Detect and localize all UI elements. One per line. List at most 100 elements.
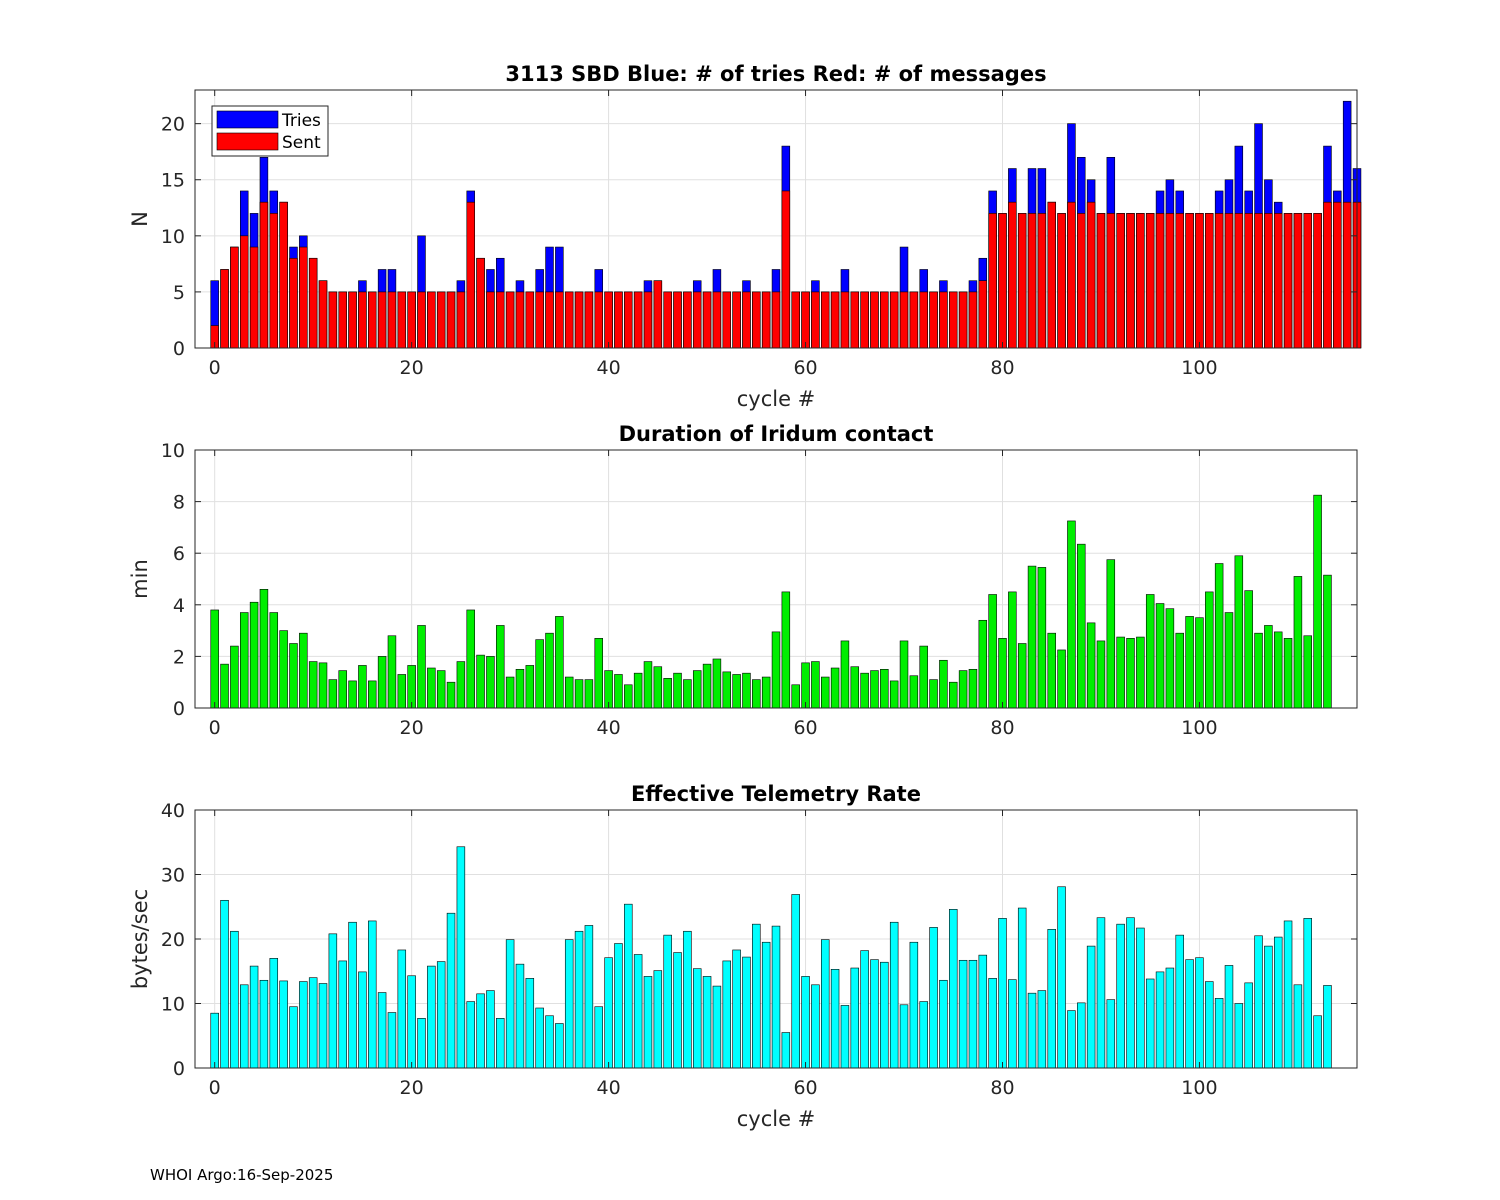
- bar: [535, 639, 544, 709]
- bar: [958, 959, 968, 1069]
- y-tick-label: 10: [161, 994, 185, 1016]
- bar: [752, 923, 761, 1069]
- bar-sent: [604, 291, 613, 349]
- bar: [436, 961, 446, 1069]
- bar: [919, 645, 928, 709]
- bar-sent: [1323, 201, 1332, 349]
- bar: [259, 979, 269, 1069]
- y-tick-label: 4: [173, 595, 185, 617]
- bar-sent: [1126, 213, 1135, 349]
- bar: [840, 1005, 850, 1069]
- bar: [880, 668, 889, 709]
- bar: [574, 930, 584, 1069]
- bar: [1165, 608, 1175, 709]
- bar-sent: [673, 291, 682, 349]
- x-tick-label: 40: [596, 717, 620, 739]
- footer-timestamp: WHOI Argo:16-Sep-2025: [150, 1166, 334, 1184]
- bar: [712, 985, 722, 1069]
- bar-sent: [239, 235, 249, 349]
- bar: [446, 681, 456, 709]
- bar: [1116, 923, 1125, 1069]
- x-tick-label: 100: [1181, 357, 1217, 379]
- bar: [978, 619, 988, 709]
- y-axis-label: min: [128, 559, 152, 599]
- bar-sent: [289, 257, 298, 349]
- bar-sent: [377, 291, 387, 349]
- bar: [230, 930, 239, 1069]
- bar: [299, 981, 308, 1069]
- bar: [683, 679, 692, 709]
- bar-sent: [1224, 213, 1234, 349]
- bar: [732, 949, 741, 1069]
- bar: [889, 680, 899, 709]
- bar: [486, 656, 495, 709]
- bar: [515, 963, 525, 1069]
- bar-sent: [1027, 213, 1037, 349]
- y-tick-label: 10: [161, 440, 185, 462]
- bar-sent: [1008, 201, 1017, 349]
- bar: [1273, 936, 1283, 1069]
- bar-sent: [456, 291, 466, 349]
- bar-sent: [584, 291, 594, 349]
- bar-sent: [722, 291, 732, 349]
- y-tick-label: 0: [173, 698, 185, 720]
- bar-sent: [663, 291, 672, 349]
- bar: [1185, 959, 1194, 1069]
- bar: [653, 970, 663, 1069]
- bar: [564, 939, 574, 1069]
- bar: [328, 933, 338, 1069]
- bar-sent: [427, 291, 436, 349]
- bar-sent: [880, 291, 889, 349]
- bar-sent: [496, 291, 505, 349]
- bar: [1254, 632, 1263, 709]
- y-tick-label: 10: [161, 226, 185, 248]
- bar-sent: [1185, 213, 1194, 349]
- bar: [239, 984, 249, 1069]
- bar-sent: [830, 291, 840, 349]
- bar: [417, 625, 426, 709]
- bar-sent: [752, 291, 761, 349]
- bar: [1234, 1003, 1244, 1069]
- bar-sent: [230, 246, 239, 349]
- bar: [436, 670, 446, 709]
- bar: [387, 1012, 397, 1069]
- chart-panel-3: 0 20 40 60 80 100 0 10 20 30 40 Effective Telemetry…: [128, 782, 1358, 1131]
- chart-panel-1: 0 20 40 60 80 100 0 5 10 15 20 3113 SBD Blue: # of …: [128, 62, 1362, 411]
- bar-sent: [1067, 201, 1076, 349]
- bar: [830, 969, 840, 1069]
- bar-sent: [368, 291, 377, 349]
- bar-sent: [909, 291, 919, 349]
- x-tick-label: 40: [596, 357, 620, 379]
- bar-sent: [387, 291, 397, 349]
- bar-sent: [1205, 213, 1214, 349]
- bar: [1126, 638, 1135, 709]
- bar-sent: [1017, 213, 1027, 349]
- bar: [614, 674, 623, 709]
- bar: [1264, 945, 1273, 1069]
- bar: [614, 943, 623, 1069]
- legend-label-sent: Sent: [282, 133, 321, 153]
- bar: [505, 939, 515, 1069]
- bar: [860, 672, 869, 709]
- bar: [761, 941, 771, 1069]
- bar: [289, 1006, 298, 1069]
- bar: [594, 638, 603, 709]
- y-axis-label: bytes/sec: [128, 889, 152, 989]
- bar: [1293, 576, 1303, 709]
- bar: [722, 671, 732, 709]
- bar-sent: [525, 291, 535, 349]
- bar: [1244, 590, 1253, 709]
- bar-sent: [899, 291, 909, 349]
- bar-sent: [624, 291, 633, 349]
- bar: [752, 679, 761, 709]
- bar-sent: [820, 291, 830, 349]
- bar-sent: [702, 291, 712, 349]
- bar-sent: [1096, 213, 1106, 349]
- bar: [279, 980, 288, 1069]
- y-tick-label: 8: [173, 492, 185, 514]
- bar-sent: [358, 291, 367, 349]
- bar-sent: [919, 291, 928, 349]
- bar-sent: [1047, 201, 1056, 349]
- bar-sent: [397, 291, 407, 349]
- bar: [1017, 907, 1027, 1069]
